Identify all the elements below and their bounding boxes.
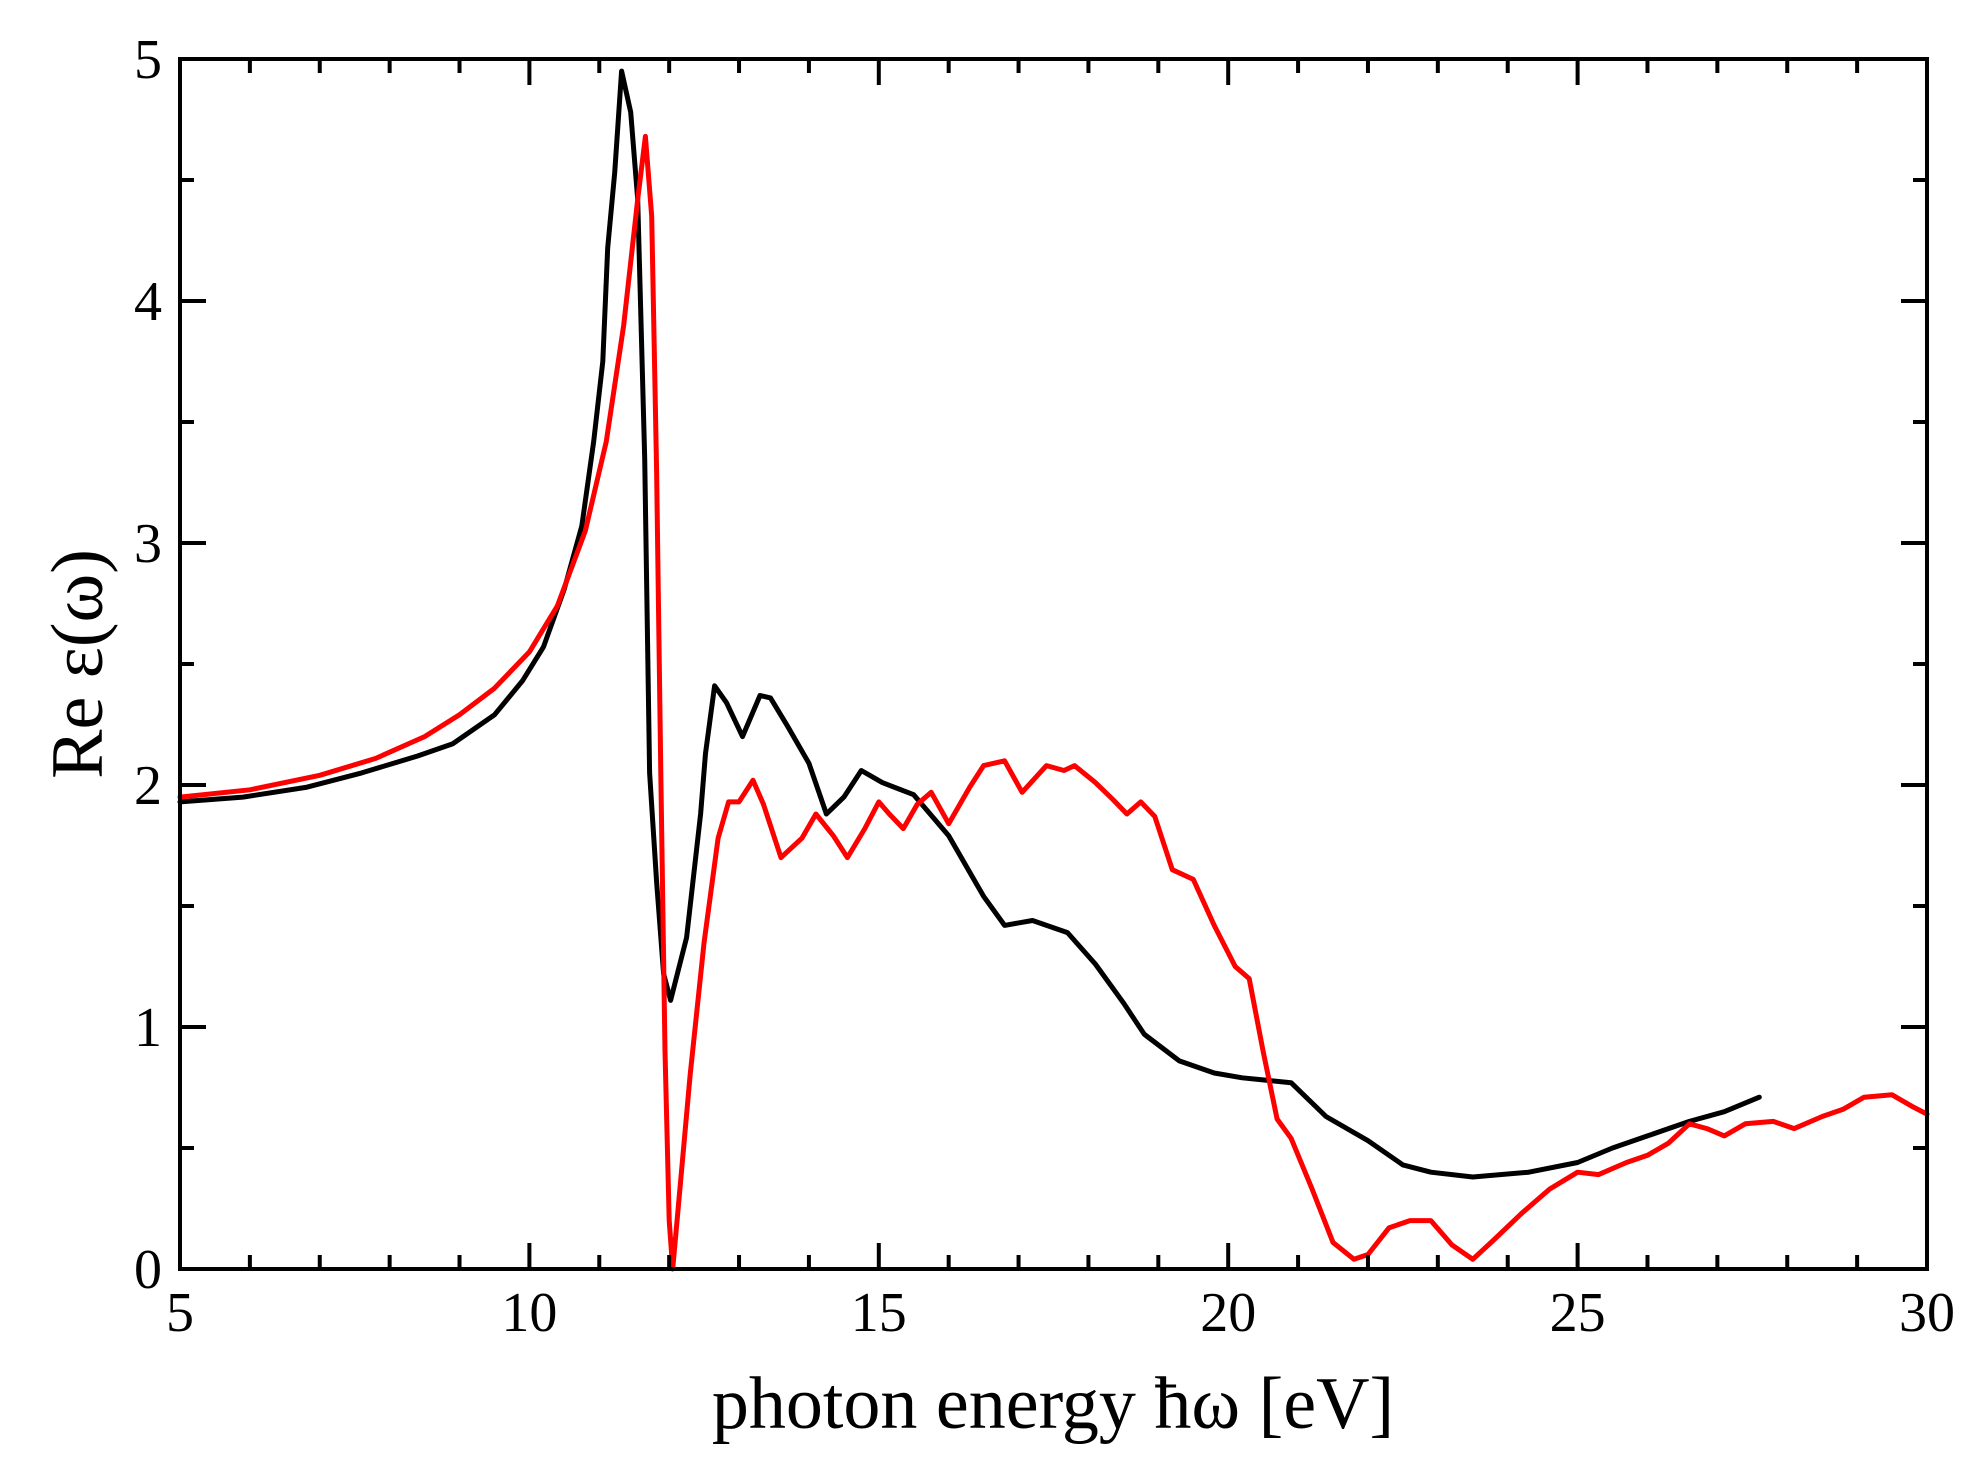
y-tick-label: 4 (134, 271, 162, 333)
y-tick-label: 3 (134, 513, 162, 575)
x-tick-label: 5 (166, 1282, 194, 1344)
y-tick-label: 1 (134, 997, 162, 1059)
x-tick-label: 20 (1200, 1282, 1256, 1344)
y-tick-label: 2 (134, 755, 162, 817)
x-tick-label: 25 (1550, 1282, 1606, 1344)
plot-frame (178, 57, 1929, 1271)
y-tick-label: 0 (134, 1239, 162, 1301)
series-line-black (177, 68, 1762, 1180)
label-layer: 5 10 15 20 25 30 0 1 2 3 4 5 (134, 29, 1955, 1344)
x-tick-label: 30 (1899, 1282, 1955, 1344)
series-layer (177, 68, 1930, 1272)
y-axis-title: Re ε(ω) (37, 549, 119, 779)
x-axis-title: photon energy ħω [eV] (712, 1363, 1394, 1445)
y-tick-label: 5 (134, 29, 162, 91)
x-tick-label: 10 (501, 1282, 557, 1344)
series-line-red (177, 133, 1930, 1272)
x-tick-label: 15 (851, 1282, 907, 1344)
